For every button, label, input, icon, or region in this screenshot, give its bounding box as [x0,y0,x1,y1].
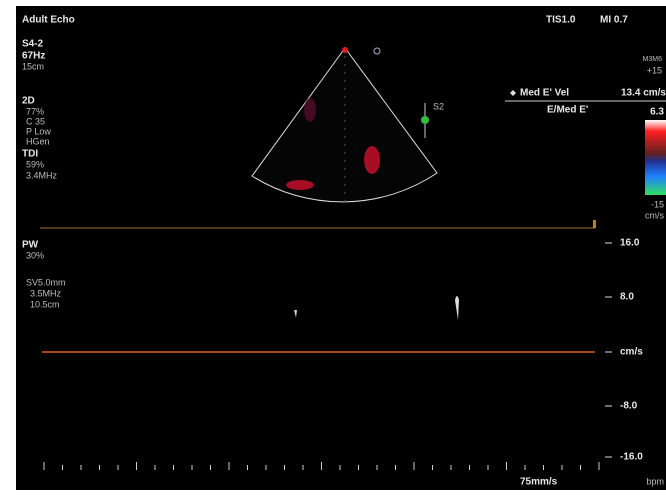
measurement-value: 13.4 cm/s [621,88,666,99]
gain: 77% [26,106,44,116]
mi: MI 0.7 [600,15,628,26]
frequency: 3.5MHz [30,288,62,298]
color-flow [304,98,316,122]
color-bar [645,120,666,195]
mode-2d: 2D [22,96,35,107]
measurement-value: 6.3 [650,107,664,118]
frequency: HGen [26,136,50,146]
color-top: +15 [647,65,662,75]
gain: 30% [26,250,44,260]
scale-label: cm/s [620,347,643,358]
apex-marker [342,47,348,53]
power: P Low [26,126,51,136]
sweep-speed: 75mm/s [520,477,558,488]
heart-rate: bpm [646,476,664,486]
measurement-label: Med E' Vel [520,88,569,99]
sample-gate [421,116,429,124]
color-flow [364,146,380,174]
marker [593,220,596,228]
tis: TIS1.0 [546,15,576,26]
mode-tdi: TDI [22,149,38,160]
ultrasound-screen: S2 Adult Echo S4-2 67Hz 15cm 2D 77% C 35… [0,0,666,495]
color-bottom: -15 [651,199,664,209]
sample-volume: SV5.0mm [26,277,66,287]
scale-label: -8.0 [620,401,638,412]
measurement-label: E/Med E' [547,105,588,116]
depth: 15cm [22,61,44,71]
color-flow [286,180,314,190]
color-map: M3M6 [643,56,663,63]
frequency: 3.4MHz [26,170,58,180]
scale-label: -16.0 [620,452,643,463]
frame-rate: 67Hz [22,51,45,62]
mode-pw: PW [22,240,39,251]
probe: S4-2 [22,39,44,50]
color-unit: cm/s [645,210,664,220]
scale-label: 8.0 [620,292,634,303]
scale-label: 16.0 [620,238,640,249]
depth: 10.5cm [30,299,60,309]
preset: Adult Echo [22,15,75,26]
sector-marker: S2 [433,101,444,111]
compression: C 35 [26,116,45,126]
gain: 59% [26,159,44,169]
